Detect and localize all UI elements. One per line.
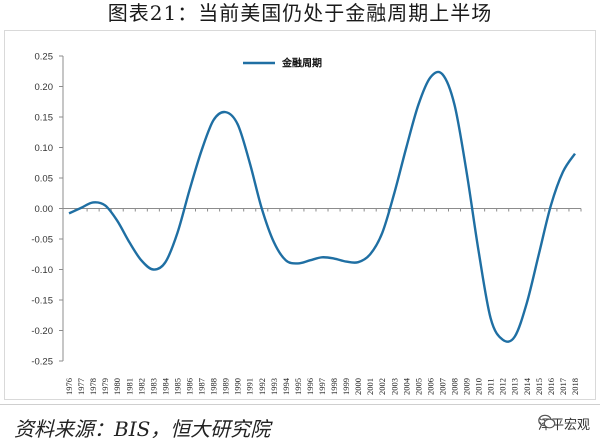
x-tick-label: 1976	[64, 378, 74, 395]
x-tick-label: 2013	[510, 378, 520, 395]
x-tick-label: 2018	[570, 378, 580, 395]
x-tick-label: 2012	[498, 378, 508, 395]
x-tick-label: 1988	[209, 378, 219, 395]
y-tick-label: -0.25	[31, 357, 53, 368]
x-tick-label: 1993	[269, 378, 279, 395]
x-tick-label: 2001	[365, 378, 375, 395]
x-tick-label: 2016	[546, 378, 556, 395]
y-tick-label: 0.15	[35, 113, 54, 124]
wechat-icon	[538, 414, 556, 430]
x-tick-label: 1982	[136, 378, 146, 395]
legend-label: 金融周期	[281, 57, 322, 70]
y-tick-label: -0.20	[31, 326, 53, 337]
x-tick-label: 2006	[425, 378, 435, 395]
line-chart: 0.25 0.20 0.15 0.10 0.05 0.00 -0.05 -0.10 -0.15 -…	[5, 31, 597, 401]
x-tick-label: 1998	[329, 378, 339, 395]
x-tick-label: 1977	[76, 378, 86, 395]
y-tick-label: 0.00	[35, 204, 54, 215]
x-tick-label: 1999	[341, 378, 351, 395]
x-tick-label: 1984	[160, 377, 170, 395]
y-tick-label: 0.10	[35, 143, 54, 154]
series-line-financial-cycle	[69, 72, 575, 342]
x-tick-label: 2009	[462, 378, 472, 395]
x-tick-label: 1989	[221, 378, 231, 395]
x-tick-label: 2008	[450, 378, 460, 395]
x-tick-label: 1995	[293, 378, 303, 395]
watermark: 泽平宏观	[538, 414, 590, 433]
y-tick-label: 0.20	[35, 82, 54, 93]
source-note: 资料来源：BIS，恒大研究院	[14, 413, 270, 442]
x-tick-label: 2017	[558, 378, 568, 395]
x-tick-label: 2003	[389, 378, 399, 395]
chart-container: 0.25 0.20 0.15 0.10 0.05 0.00 -0.05 -0.10 -0.15 -…	[4, 30, 596, 400]
x-tick-label: 2011	[486, 378, 496, 395]
y-tick-label: 0.25	[35, 52, 54, 63]
x-tick-label: 1990	[233, 378, 243, 395]
chart-title: 图表21：当前美国仍处于金融周期上半场	[0, 0, 600, 30]
x-tick-label: 1979	[100, 378, 110, 395]
y-tick-label: 0.05	[35, 174, 54, 185]
y-tick-label: -0.05	[31, 235, 53, 246]
x-tick-label: 1978	[88, 378, 98, 395]
x-tick-label: 1991	[245, 378, 255, 395]
x-tick-label: 2002	[377, 378, 387, 395]
x-tick-label: 1997	[317, 378, 327, 395]
x-tick-label: 1980	[112, 378, 122, 395]
x-tick-label: 1985	[172, 378, 182, 395]
x-tick-label: 2005	[413, 378, 423, 395]
x-tick-label: 1987	[197, 378, 207, 395]
x-tick-label: 2014	[522, 377, 532, 395]
x-tick-label: 1994	[281, 377, 291, 395]
x-tick-label: 2000	[353, 378, 363, 395]
footer: 资料来源：BIS，恒大研究院 泽平宏观	[0, 404, 600, 447]
x-tick-label: 2007	[437, 378, 447, 395]
y-tick-label: -0.10	[31, 265, 53, 276]
x-tick-label: 1996	[305, 378, 315, 395]
y-tick-label: -0.15	[31, 296, 53, 307]
x-tick-label: 1983	[148, 378, 158, 395]
x-tick-label: 1986	[184, 378, 194, 395]
x-tick-label: 1981	[124, 378, 134, 395]
x-tick-label: 2010	[474, 378, 484, 395]
x-tick-label: 2015	[534, 378, 544, 395]
x-tick-label: 1992	[257, 378, 267, 395]
x-tick-label: 2004	[401, 377, 411, 395]
